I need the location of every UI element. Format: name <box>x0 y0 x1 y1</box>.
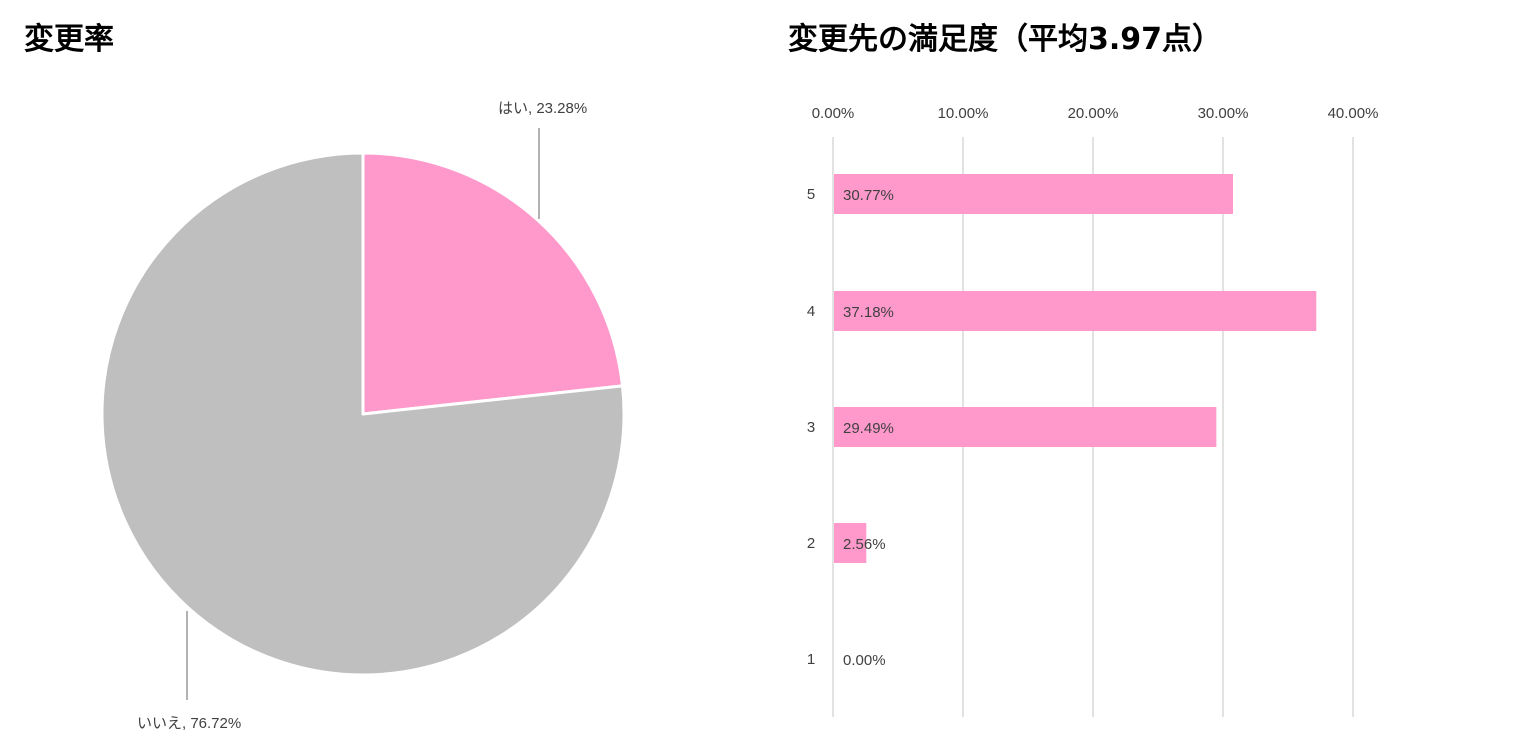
bar-x-tick-label: 20.00% <box>1068 105 1119 122</box>
bar-4 <box>834 291 1317 331</box>
bar-x-tick-label: 10.00% <box>938 105 989 122</box>
pie-data-label: いいえ, 76.72% <box>137 715 241 732</box>
bar-data-label: 30.77% <box>843 187 894 204</box>
pie-slice-yes <box>361 151 624 416</box>
bar-category-label: 5 <box>807 186 815 203</box>
bar-chart-title: 変更先の満足度（平均3.97点） <box>788 22 1223 57</box>
bar-category-label: 3 <box>807 419 815 436</box>
bar-2 <box>834 523 867 563</box>
pie-chart-title: 変更率 <box>24 22 114 57</box>
pie-chart: はい, 23.28% いいえ, 76.72% <box>100 100 626 732</box>
bar-category-label: 2 <box>807 535 815 552</box>
bar-x-tick-label: 30.00% <box>1198 105 1249 122</box>
bar-5 <box>834 174 1234 214</box>
bar-x-tick-label: 40.00% <box>1328 105 1379 122</box>
pie-slice-no <box>100 151 626 677</box>
bar-category-label: 4 <box>807 303 815 320</box>
bar-x-tick-label: 0.00% <box>812 105 855 122</box>
bar-3 <box>834 407 1217 447</box>
bar-category-label: 1 <box>807 651 815 668</box>
bar-data-label: 37.18% <box>843 304 894 321</box>
bar-data-label: 29.49% <box>843 420 894 437</box>
pie-data-label: はい, 23.28% <box>498 100 587 117</box>
bar-data-label: 2.56% <box>843 536 886 553</box>
bar-data-label: 0.00% <box>843 652 886 669</box>
